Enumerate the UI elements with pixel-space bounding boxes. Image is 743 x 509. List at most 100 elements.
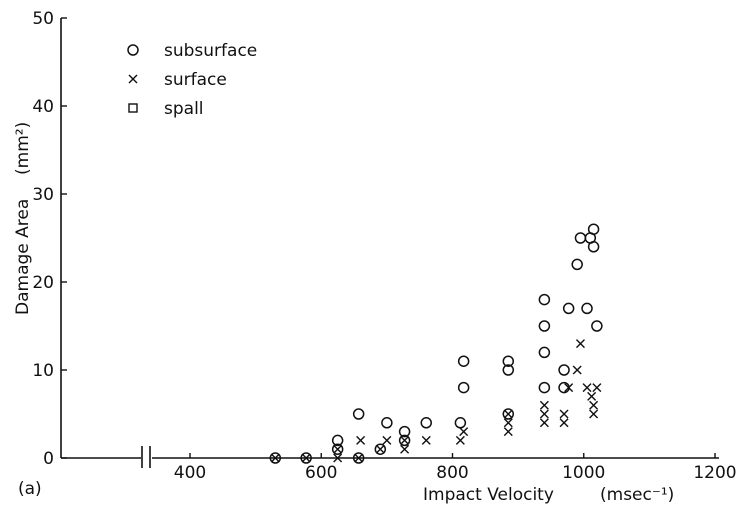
x-tick-label: 1200 (693, 463, 736, 483)
y-axis-unit: (mm²) (13, 122, 33, 175)
subsurface-point (454, 417, 467, 429)
subsurface-point (502, 364, 515, 376)
subsurface-point (591, 320, 603, 332)
surface-point-stroke (356, 435, 366, 445)
surface-point-stroke (455, 435, 465, 445)
legend-marker-surface-stroke (128, 74, 138, 84)
surface-point-stroke (587, 391, 597, 401)
subsurface-point (398, 434, 411, 447)
surface-point-stroke (503, 409, 513, 419)
subsurface-point (420, 417, 432, 429)
surface-point-stroke (564, 383, 574, 393)
legend-marker-surface (128, 74, 138, 84)
surface-point (564, 383, 574, 393)
subsurface-point (538, 346, 551, 359)
surface-point-stroke (459, 427, 469, 437)
subsurface-point (352, 452, 365, 464)
y-ticks: 0 10 20 30 40 50 (32, 9, 67, 469)
surface-point (559, 409, 569, 419)
surface-point-stroke (503, 427, 513, 437)
y-tick-label: 40 (32, 97, 54, 117)
subsurface-point (269, 452, 282, 464)
surface-point-stroke (333, 453, 343, 463)
x-axis-unit: (msec⁻¹) (600, 485, 674, 505)
x-tick-label: 600 (305, 463, 337, 483)
surface-point-stroke (382, 435, 392, 445)
surface-point (356, 435, 366, 445)
surface-point (589, 409, 599, 419)
surface-point (587, 391, 597, 401)
y-tick-label: 20 (32, 273, 54, 293)
y-tick-label: 50 (32, 9, 54, 29)
surface-point (589, 400, 599, 410)
surface-point (503, 409, 513, 419)
legend: subsurface surface spall (127, 41, 257, 119)
subsurface-point (398, 425, 411, 438)
y-axis-title: Damage Area (13, 199, 33, 315)
subsurface-point (587, 223, 600, 235)
subsurface-point (538, 381, 551, 394)
subsurface-point (562, 302, 575, 315)
surface-point (503, 418, 513, 428)
surface-point (400, 435, 410, 445)
x-axis-title: Impact Velocity (423, 485, 554, 505)
data-points (269, 223, 603, 464)
surface-point (539, 418, 549, 428)
surface-point-stroke (400, 435, 410, 445)
subsurface-point (558, 364, 570, 376)
surface-point (539, 409, 549, 419)
x-tick-label: 800 (436, 463, 468, 483)
surface-point-stroke (354, 453, 364, 463)
subsurface-point (374, 443, 387, 455)
surface-point-stroke (503, 418, 513, 428)
surface-point (382, 435, 392, 445)
subsurface-point (571, 258, 583, 271)
surface-point-stroke (333, 444, 343, 454)
surface-point-stroke (592, 383, 602, 393)
subsurface-point (538, 320, 551, 332)
subsurface-point (581, 302, 593, 315)
surface-point-stroke (421, 435, 431, 445)
surface-point (455, 435, 465, 445)
surface-point (592, 383, 602, 393)
surface-point (354, 453, 364, 463)
subsurface-point (457, 355, 470, 367)
surface-point (421, 435, 431, 445)
surface-point (459, 427, 469, 437)
surface-point-stroke (539, 409, 549, 419)
surface-point-stroke (375, 444, 385, 454)
subsurface-point (381, 417, 393, 429)
surface-point (400, 444, 410, 454)
subsurface-point (538, 293, 551, 306)
legend-marker-spall (128, 103, 138, 113)
y-tick-label: 10 (32, 361, 54, 381)
subsurface-point (502, 355, 515, 367)
y-tick-label: 0 (43, 449, 54, 469)
surface-point-stroke (539, 400, 549, 410)
subsurface-point (558, 381, 570, 394)
surface-point-stroke (301, 453, 311, 463)
surface-point (301, 453, 311, 463)
surface-point-stroke (270, 453, 280, 463)
surface-point (572, 365, 582, 375)
axes (60, 18, 719, 468)
surface-point (559, 418, 569, 428)
panel-label: (a) (18, 479, 42, 499)
surface-point-stroke (559, 409, 569, 419)
subsurface-point (331, 434, 344, 447)
legend-label-surface: surface (164, 70, 227, 90)
surface-point-stroke (589, 409, 599, 419)
surface-point-stroke (572, 365, 582, 375)
surface-point (575, 339, 585, 349)
surface-point (270, 453, 280, 463)
legend-label-subsurface: subsurface (164, 41, 257, 61)
surface-point (582, 383, 592, 393)
surface-point-stroke (589, 400, 599, 410)
surface-point (503, 427, 513, 437)
legend-marker-subsurface (127, 44, 139, 56)
surface-point (333, 444, 343, 454)
legend-label-spall: spall (164, 99, 204, 119)
subsurface-point (574, 232, 587, 244)
surface-point-stroke (582, 383, 592, 393)
